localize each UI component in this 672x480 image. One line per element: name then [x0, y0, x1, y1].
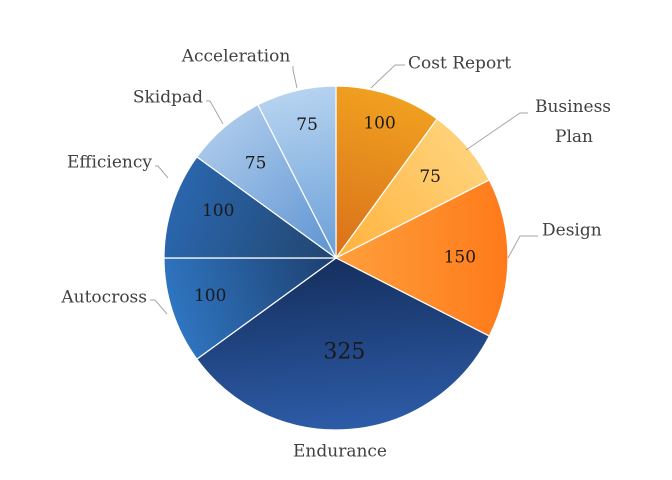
leader-line: [465, 112, 528, 151]
value-label: 100: [194, 286, 226, 306]
leader-line: [292, 66, 298, 89]
leader-line: [150, 299, 168, 315]
leader-line: [507, 235, 538, 259]
pie-slice-cost-report: [335, 85, 438, 260]
category-label: Efficiency: [67, 153, 152, 173]
value-label: 75: [245, 153, 267, 173]
leader-line: [206, 100, 224, 125]
value-label: 100: [202, 201, 234, 221]
category-label: Autocross: [60, 288, 147, 308]
value-labels: 100 75 150 325 100 100 75 75: [194, 113, 476, 364]
category-labels: Cost Report Business Plan Design Endurance Au…: [60, 47, 611, 462]
value-label: 100: [363, 113, 395, 133]
leader-line: [155, 165, 169, 179]
pie-slice-endurance: [196, 257, 491, 431]
category-label: Design: [542, 221, 602, 241]
value-label: 75: [419, 167, 441, 187]
category-label: Skidpad: [133, 88, 203, 108]
category-label: Endurance: [293, 442, 387, 462]
value-label: 325: [323, 339, 365, 364]
leader-line: [370, 64, 405, 89]
pie-slice-efficiency: [163, 156, 338, 259]
pie-slice-design: [334, 179, 509, 337]
pie-slice-autocross: [163, 257, 338, 360]
category-label: Cost Report: [408, 54, 511, 74]
pie-slice-acceleration: [257, 85, 337, 259]
leader-lines: [150, 64, 538, 315]
value-label: 75: [296, 115, 318, 135]
pie-slices: [163, 85, 509, 431]
category-label: Business Plan: [535, 97, 611, 147]
value-label: 150: [444, 248, 476, 268]
category-label: Acceleration: [181, 47, 291, 67]
